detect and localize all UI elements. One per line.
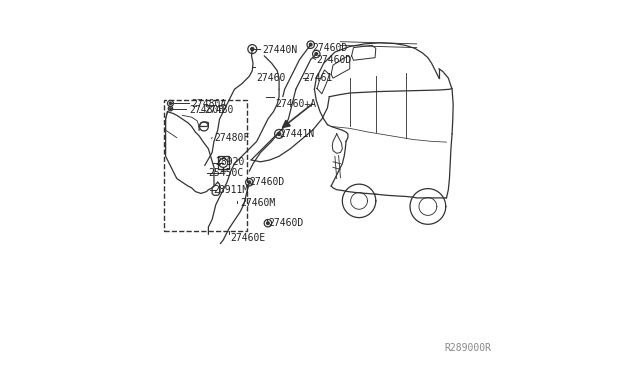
Text: 25450C: 25450C xyxy=(209,168,244,178)
Circle shape xyxy=(309,43,312,46)
Text: 27460+A: 27460+A xyxy=(275,99,317,109)
Text: 27460M: 27460M xyxy=(240,198,275,208)
Text: 27460D: 27460D xyxy=(250,177,285,187)
Text: 28920: 28920 xyxy=(215,157,244,167)
Circle shape xyxy=(278,132,281,135)
Text: 27480F: 27480F xyxy=(214,133,249,142)
Text: 27460D: 27460D xyxy=(316,55,351,64)
Circle shape xyxy=(251,48,254,51)
Circle shape xyxy=(248,181,251,184)
Circle shape xyxy=(267,222,269,224)
Text: 27441N: 27441N xyxy=(279,129,314,139)
Text: 27461: 27461 xyxy=(303,73,333,83)
Text: 27440N: 27440N xyxy=(262,45,298,55)
Circle shape xyxy=(170,108,172,109)
Text: 27460D: 27460D xyxy=(312,44,348,53)
Text: 27460: 27460 xyxy=(257,73,286,83)
Text: 27480B: 27480B xyxy=(189,105,224,115)
Text: 28911M: 28911M xyxy=(213,185,248,195)
Text: 27460E: 27460E xyxy=(231,233,266,243)
Text: R289000R: R289000R xyxy=(444,343,491,353)
Bar xyxy=(164,100,248,231)
Circle shape xyxy=(315,53,317,55)
Circle shape xyxy=(170,102,172,105)
Text: 27480: 27480 xyxy=(205,105,234,115)
Text: 27460D: 27460D xyxy=(268,218,303,228)
Text: 27480A: 27480A xyxy=(191,99,227,109)
